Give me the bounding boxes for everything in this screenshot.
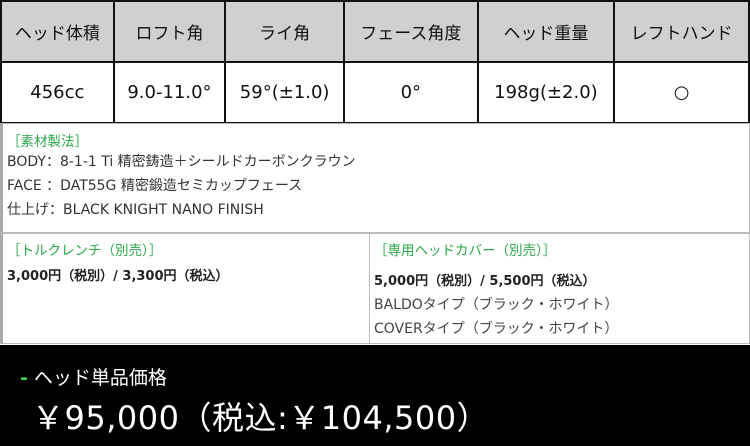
header-left-hand: レフトハンド bbox=[613, 0, 750, 63]
header-lie: ライ角 bbox=[224, 0, 345, 63]
dash-marker-icon: - bbox=[20, 367, 28, 389]
value-face-angle: 0° bbox=[343, 61, 479, 124]
head-price-banner: - ヘッド単品価格 ￥95,000（税込:￥104,500） bbox=[0, 345, 750, 446]
material-body: BODY：8-1-1 Ti 精密鋳造＋シールドカーボンクラウン bbox=[7, 154, 356, 170]
cover-price: 5,000円（税別）/ 5,500円（税込） bbox=[374, 274, 596, 289]
wrench-title: ［トルクレンチ（別売）］ bbox=[7, 243, 163, 259]
spec-header-row: ヘッド体積 ロフト角 ライ角 フェース角度 ヘッド重量 レフトハンド bbox=[0, 0, 750, 63]
value-left-hand: ○ bbox=[613, 61, 750, 124]
head-cover-section: ［専用ヘッドカバー（別売）］ 5,000円（税別）/ 5,500円（税込） BA… bbox=[369, 233, 750, 344]
material-finish: 仕上げ：BLACK KNIGHT NANO FINISH bbox=[7, 202, 264, 218]
material-section: ［素材製法］ BODY：8-1-1 Ti 精密鋳造＋シールドカーボンクラウン F… bbox=[0, 123, 750, 233]
material-face: FACE ：DAT55G 精密鍛造セミカップフェース bbox=[7, 178, 303, 194]
header-loft: ロフト角 bbox=[112, 0, 227, 63]
value-head-volume: 456cc bbox=[0, 61, 115, 124]
material-title: ［素材製法］ bbox=[7, 134, 88, 150]
value-lie: 59°(±1.0) bbox=[224, 61, 345, 124]
head-price-value: ￥95,000（税込:￥104,500） bbox=[32, 399, 490, 437]
head-price-title: - ヘッド単品価格 bbox=[20, 363, 167, 390]
head-price-label: ヘッド単品価格 bbox=[33, 367, 167, 389]
cover-title: ［専用ヘッドカバー（別売）］ bbox=[374, 243, 557, 259]
value-head-weight: 198g(±2.0) bbox=[476, 61, 616, 124]
header-face-angle: フェース角度 bbox=[343, 0, 479, 63]
wrench-price: 3,000円（税別）/ 3,300円（税込） bbox=[7, 269, 229, 284]
header-head-volume: ヘッド体積 bbox=[0, 0, 115, 63]
header-head-weight: ヘッド重量 bbox=[476, 0, 616, 63]
value-loft: 9.0-11.0° bbox=[112, 61, 227, 124]
torque-wrench-section: ［トルクレンチ（別売）］ 3,000円（税別）/ 3,300円（税込） bbox=[0, 233, 370, 344]
spec-table: ヘッド体積 ロフト角 ライ角 フェース角度 ヘッド重量 レフトハンド 456cc… bbox=[0, 0, 750, 124]
cover-type-baldo: BALDOタイプ（ブラック・ホワイト） bbox=[374, 297, 619, 313]
spec-value-row: 456cc 9.0-11.0° 59°(±1.0) 0° 198g(±2.0) … bbox=[0, 61, 750, 124]
cover-type-cover: COVERタイプ（ブラック・ホワイト） bbox=[374, 321, 619, 337]
